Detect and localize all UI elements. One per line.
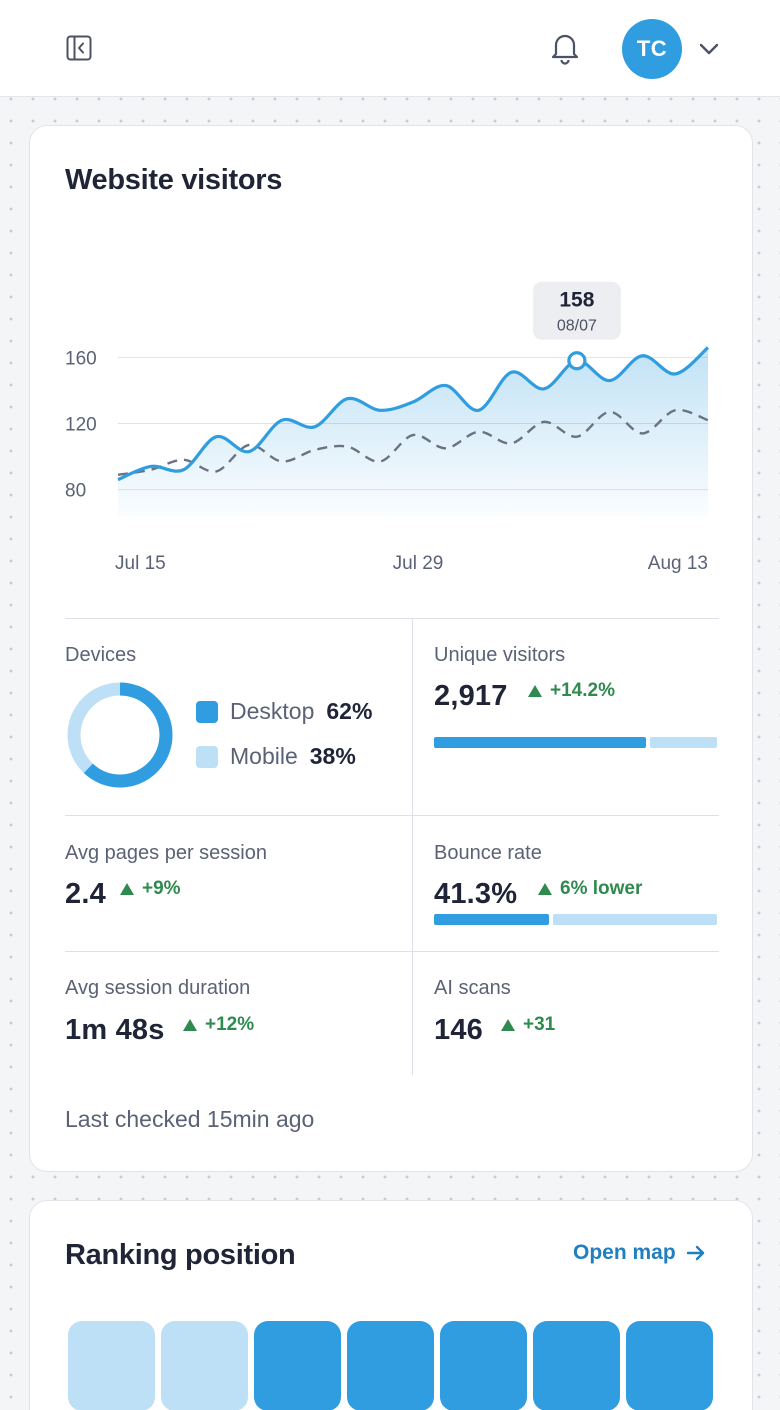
row-divider: [65, 951, 719, 952]
user-avatar[interactable]: TC: [622, 19, 682, 79]
ai-scans-label: AI scans: [434, 977, 511, 999]
ai-scans-value: 146: [434, 1014, 483, 1046]
tooltip-box: [532, 281, 621, 340]
y-tick-label: 160: [65, 348, 97, 369]
section-divider: [65, 618, 719, 619]
visitors-series-line: [117, 346, 710, 482]
y-tick-label: 80: [65, 481, 86, 502]
row-divider: [65, 815, 719, 816]
x-tick-label: Jul 29: [393, 553, 444, 574]
legend-mobile: Mobile 38%: [196, 743, 356, 770]
desktop-swatch: [196, 700, 218, 723]
ranking-tile[interactable]: [440, 1321, 527, 1410]
unique-visitors-bar-fill: [434, 737, 646, 748]
legend-desktop-pct: 62%: [326, 698, 373, 724]
ranking-tile[interactable]: [68, 1321, 155, 1410]
avg-duration-value: 1m 48s: [65, 1014, 165, 1046]
arrow-right-icon: [686, 1245, 704, 1261]
trend-up-icon: [528, 685, 542, 697]
chevron-down-icon[interactable]: [697, 37, 721, 61]
tooltip-value: 158: [559, 289, 594, 312]
unique-visitors-bar-rest: [650, 737, 717, 748]
ranking-position-card: Ranking position Open map: [29, 1200, 753, 1410]
avg-pages-delta: +9%: [120, 878, 181, 900]
website-visitors-card: Website visitors 158 08/07 80 120 160 Jul 15…: [29, 125, 753, 1172]
unique-visitors-delta: +14.2%: [528, 680, 615, 702]
card-title: Website visitors: [65, 164, 283, 196]
visitors-area-fill: [118, 347, 708, 516]
ai-scans-delta: +31: [501, 1014, 555, 1036]
open-map-link[interactable]: Open map: [573, 1241, 706, 1265]
top-bar: TC: [0, 0, 780, 97]
column-divider: [412, 619, 413, 1075]
open-map-label: Open map: [573, 1241, 676, 1264]
unique-visitors-value: 2,917: [434, 680, 508, 712]
y-tick-label: 120: [65, 415, 97, 436]
unique-visitors-label: Unique visitors: [434, 644, 566, 666]
legend-mobile-pct: 38%: [309, 743, 356, 769]
legend-desktop-name: Desktop: [230, 698, 315, 724]
devices-donut-chart: [67, 682, 173, 788]
ranking-tile[interactable]: [254, 1321, 341, 1410]
avg-pages-label: Avg pages per session: [65, 842, 267, 864]
avg-duration-label: Avg session duration: [65, 977, 251, 999]
legend-mobile-name: Mobile: [230, 743, 298, 769]
notification-bell-icon[interactable]: [547, 30, 583, 66]
trend-up-icon: [183, 1019, 197, 1031]
donut-slice-desktop: [67, 682, 173, 788]
ranking-tile[interactable]: [626, 1321, 713, 1410]
devices-label: Devices: [65, 644, 137, 666]
tooltip-date: 08/07: [557, 318, 597, 335]
avg-pages-value: 2.4: [65, 878, 106, 910]
ranking-tile[interactable]: [347, 1321, 434, 1410]
highlight-point[interactable]: [567, 351, 587, 371]
x-tick-label: Jul 15: [115, 553, 166, 574]
legend-desktop: Desktop 62%: [196, 698, 372, 725]
ranking-tile[interactable]: [533, 1321, 620, 1410]
bounce-rate-bar-rest: [553, 914, 717, 925]
bounce-rate-value: 41.3%: [434, 878, 518, 910]
visitors-line-chart: 158 08/07 80 120 160 Jul 15 Jul 29 Aug 13: [65, 281, 710, 574]
bounce-rate-label: Bounce rate: [434, 842, 542, 864]
trend-up-icon: [120, 883, 134, 895]
trend-up-icon: [538, 883, 552, 895]
x-tick-label: Aug 13: [648, 553, 708, 574]
trend-up-icon: [501, 1019, 515, 1031]
ranking-tile[interactable]: [161, 1321, 248, 1410]
last-checked-text: Last checked 15min ago: [65, 1106, 315, 1132]
avg-duration-delta: +12%: [183, 1014, 254, 1036]
bounce-rate-delta: 6% lower: [538, 878, 642, 900]
mobile-swatch: [196, 745, 218, 768]
bounce-rate-bar-fill: [434, 914, 549, 925]
comparison-series-line: [117, 408, 709, 476]
sidebar-toggle-icon[interactable]: [64, 33, 94, 63]
card-title: Ranking position: [65, 1239, 296, 1271]
